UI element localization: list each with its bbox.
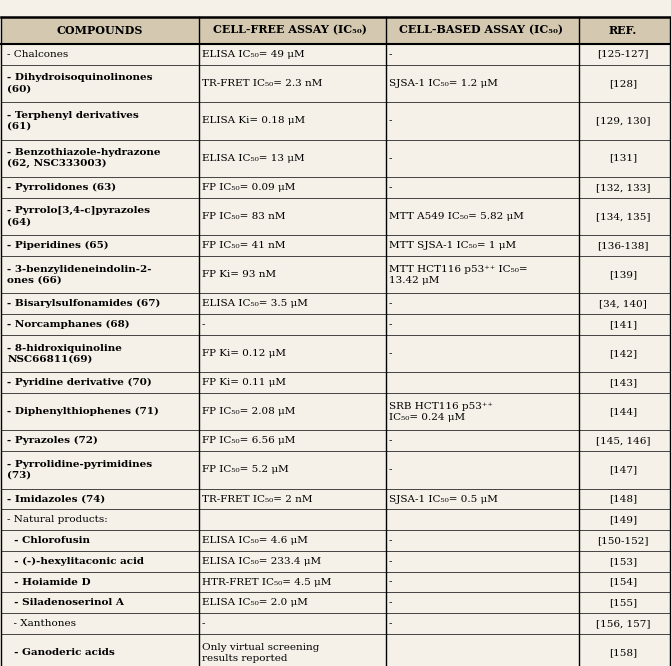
Text: REF.: REF.: [609, 25, 637, 36]
Text: FP Ki= 93 nM: FP Ki= 93 nM: [202, 270, 276, 279]
Text: - Pyrrolo[3,4-c]pyrazoles
(64): - Pyrrolo[3,4-c]pyrazoles (64): [7, 206, 150, 226]
Text: -: -: [389, 154, 393, 163]
Text: ELISA IC₅₀= 13 μM: ELISA IC₅₀= 13 μM: [202, 154, 305, 163]
Text: -: -: [389, 117, 393, 125]
Text: SRB HCT116 p53⁺⁺
IC₅₀= 0.24 μM: SRB HCT116 p53⁺⁺ IC₅₀= 0.24 μM: [389, 402, 493, 422]
Text: ELISA IC₅₀= 49 μM: ELISA IC₅₀= 49 μM: [202, 50, 305, 59]
Bar: [1, 17, 670, 44]
Text: [149]: [149]: [609, 515, 637, 524]
Text: CELL-BASED ASSAY (IC₅₀): CELL-BASED ASSAY (IC₅₀): [399, 25, 563, 36]
Text: FP IC₅₀= 5.2 μM: FP IC₅₀= 5.2 μM: [202, 466, 289, 474]
Text: [129, 130]: [129, 130]: [596, 117, 650, 125]
Text: FP Ki= 0.11 μM: FP Ki= 0.11 μM: [202, 378, 286, 387]
Text: - Terphenyl derivatives
(61): - Terphenyl derivatives (61): [7, 111, 139, 131]
Text: [132, 133]: [132, 133]: [596, 183, 650, 192]
Text: [155]: [155]: [609, 598, 637, 607]
Text: [144]: [144]: [609, 407, 637, 416]
Text: [134, 135]: [134, 135]: [596, 212, 650, 221]
Text: [136-138]: [136-138]: [597, 241, 649, 250]
Text: -: -: [389, 436, 393, 446]
Text: -: -: [389, 50, 393, 59]
Text: MTT A549 IC₅₀= 5.82 μM: MTT A549 IC₅₀= 5.82 μM: [389, 212, 524, 221]
Text: - Diphenylthiophenes (71): - Diphenylthiophenes (71): [7, 407, 159, 416]
Text: FP IC₅₀= 2.08 μM: FP IC₅₀= 2.08 μM: [202, 407, 295, 416]
Text: HTR-FRET IC₅₀= 4.5 μM: HTR-FRET IC₅₀= 4.5 μM: [202, 577, 331, 587]
Text: - Xanthones: - Xanthones: [7, 619, 76, 628]
Text: [147]: [147]: [609, 466, 637, 474]
Text: CELL-FREE ASSAY (IC₅₀): CELL-FREE ASSAY (IC₅₀): [213, 25, 367, 36]
Text: -: -: [389, 598, 393, 607]
Text: -: -: [389, 557, 393, 566]
Text: - Natural products:: - Natural products:: [7, 515, 108, 524]
Text: [148]: [148]: [609, 495, 637, 503]
Text: ELISA IC₅₀= 3.5 μM: ELISA IC₅₀= 3.5 μM: [202, 299, 308, 308]
Text: [131]: [131]: [609, 154, 637, 163]
Text: TR-FRET IC₅₀= 2 nM: TR-FRET IC₅₀= 2 nM: [202, 495, 313, 503]
Text: ELISA IC₅₀= 2.0 μM: ELISA IC₅₀= 2.0 μM: [202, 598, 308, 607]
Text: [128]: [128]: [609, 79, 637, 88]
Text: COMPOUNDS: COMPOUNDS: [57, 25, 143, 36]
Text: -: -: [389, 466, 393, 474]
Text: - Dihydroisoquinolinones
(60): - Dihydroisoquinolinones (60): [7, 73, 153, 93]
Text: - Bisarylsulfonamides (67): - Bisarylsulfonamides (67): [7, 299, 161, 308]
Text: FP IC₅₀= 41 nM: FP IC₅₀= 41 nM: [202, 241, 285, 250]
Text: - 8-hidroxiquinoline
NSC66811(69): - 8-hidroxiquinoline NSC66811(69): [7, 344, 122, 364]
Text: - Hoiamide D: - Hoiamide D: [7, 577, 91, 587]
Text: MTT HCT116 p53⁺⁺ IC₅₀=
13.42 μM: MTT HCT116 p53⁺⁺ IC₅₀= 13.42 μM: [389, 264, 527, 284]
Text: - Siladenoserinol A: - Siladenoserinol A: [7, 598, 124, 607]
Text: FP IC₅₀= 83 nM: FP IC₅₀= 83 nM: [202, 212, 285, 221]
Text: -: -: [389, 619, 393, 628]
Text: - Norcamphanes (68): - Norcamphanes (68): [7, 320, 130, 329]
Text: MTT SJSA-1 IC₅₀= 1 μM: MTT SJSA-1 IC₅₀= 1 μM: [389, 241, 516, 250]
Text: - Pyridine derivative (70): - Pyridine derivative (70): [7, 378, 152, 387]
Text: SJSA-1 IC₅₀= 1.2 μM: SJSA-1 IC₅₀= 1.2 μM: [389, 79, 498, 88]
Text: -: -: [389, 320, 393, 329]
Text: - Pyrrolidine-pyrimidines
(73): - Pyrrolidine-pyrimidines (73): [7, 460, 152, 480]
Text: [139]: [139]: [609, 270, 637, 279]
Text: [153]: [153]: [609, 557, 637, 566]
Text: - Pyrazoles (72): - Pyrazoles (72): [7, 436, 98, 446]
Text: - (-)-hexylitaconic acid: - (-)-hexylitaconic acid: [7, 557, 144, 566]
Text: [158]: [158]: [609, 648, 637, 657]
Text: -: -: [389, 299, 393, 308]
Text: -: -: [389, 349, 393, 358]
Text: FP IC₅₀= 6.56 μM: FP IC₅₀= 6.56 μM: [202, 436, 295, 446]
Text: ELISA IC₅₀= 4.6 μM: ELISA IC₅₀= 4.6 μM: [202, 536, 308, 545]
Text: [156, 157]: [156, 157]: [596, 619, 650, 628]
Text: -: -: [389, 536, 393, 545]
Text: Only virtual screening
results reported: Only virtual screening results reported: [202, 643, 319, 663]
Text: FP Ki= 0.12 μM: FP Ki= 0.12 μM: [202, 349, 286, 358]
Text: - 3-benzylideneindolin-2-
ones (66): - 3-benzylideneindolin-2- ones (66): [7, 264, 152, 284]
Text: [150-152]: [150-152]: [597, 536, 649, 545]
Text: SJSA-1 IC₅₀= 0.5 μM: SJSA-1 IC₅₀= 0.5 μM: [389, 495, 498, 503]
Text: [125-127]: [125-127]: [597, 50, 649, 59]
Text: [143]: [143]: [609, 378, 637, 387]
Text: - Piperidines (65): - Piperidines (65): [7, 241, 109, 250]
Text: [142]: [142]: [609, 349, 637, 358]
Text: ELISA Ki= 0.18 μM: ELISA Ki= 0.18 μM: [202, 117, 305, 125]
Text: - Benzothiazole-hydrazone
(62, NSC333003): - Benzothiazole-hydrazone (62, NSC333003…: [7, 148, 161, 168]
Text: TR-FRET IC₅₀= 2.3 nM: TR-FRET IC₅₀= 2.3 nM: [202, 79, 322, 88]
Text: -: -: [202, 320, 205, 329]
Text: [154]: [154]: [609, 577, 637, 587]
Text: FP IC₅₀= 0.09 μM: FP IC₅₀= 0.09 μM: [202, 183, 295, 192]
Text: -: -: [389, 183, 393, 192]
Text: - Pyrrolidones (63): - Pyrrolidones (63): [7, 182, 117, 192]
Text: - Chlorofusin: - Chlorofusin: [7, 536, 91, 545]
Text: [145, 146]: [145, 146]: [596, 436, 650, 446]
Text: [34, 140]: [34, 140]: [599, 299, 647, 308]
Text: - Ganoderic acids: - Ganoderic acids: [7, 648, 115, 657]
Text: ELISA IC₅₀= 233.4 μM: ELISA IC₅₀= 233.4 μM: [202, 557, 321, 566]
Text: - Chalcones: - Chalcones: [7, 50, 68, 59]
Text: [141]: [141]: [609, 320, 637, 329]
Text: -: -: [202, 619, 205, 628]
Text: -: -: [389, 577, 393, 587]
Text: - Imidazoles (74): - Imidazoles (74): [7, 495, 105, 503]
